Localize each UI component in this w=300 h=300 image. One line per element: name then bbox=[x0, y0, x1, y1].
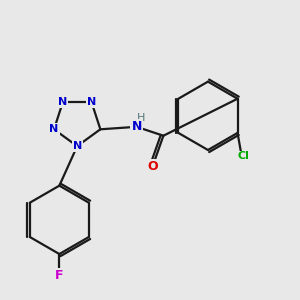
Text: N: N bbox=[87, 97, 96, 107]
Text: H: H bbox=[137, 113, 146, 124]
Text: Cl: Cl bbox=[238, 152, 250, 161]
Text: F: F bbox=[55, 269, 64, 282]
Text: O: O bbox=[148, 160, 158, 173]
Text: N: N bbox=[73, 141, 82, 151]
Text: N: N bbox=[58, 97, 68, 107]
Text: N: N bbox=[131, 120, 142, 133]
Text: N: N bbox=[50, 124, 58, 134]
